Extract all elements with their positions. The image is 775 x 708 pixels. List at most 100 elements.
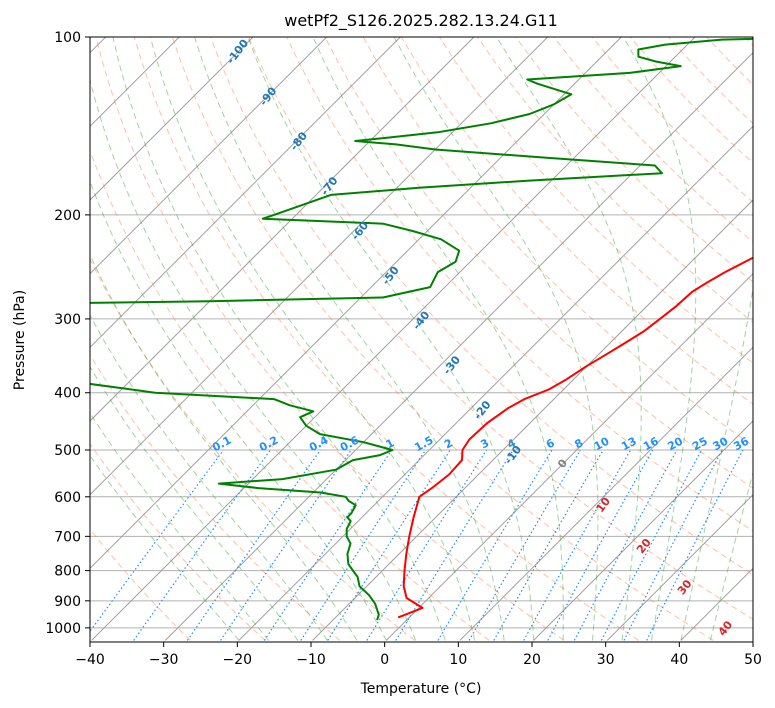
isotherm-line bbox=[606, 493, 753, 641]
y-tick-label: 700 bbox=[54, 529, 81, 545]
mixing-ratio-line bbox=[547, 449, 654, 641]
x-axis-label: Temperature (°C) bbox=[360, 681, 482, 697]
mixing-ratio-label: 20 bbox=[665, 434, 685, 453]
mixing-ratio-line bbox=[523, 449, 632, 641]
dry-adiabat-line bbox=[90, 257, 415, 641]
moist-adiabat-line bbox=[90, 365, 299, 641]
adiabat-label: -30 bbox=[441, 353, 464, 377]
x-tick-label: 30 bbox=[597, 652, 615, 668]
mixing-ratio-line bbox=[395, 449, 514, 641]
isotherm-line bbox=[90, 37, 328, 275]
adiabat-label: -100 bbox=[224, 37, 251, 67]
isotherm-line bbox=[459, 346, 753, 641]
mixing-ratio-line bbox=[366, 449, 488, 641]
x-tick-label: −10 bbox=[296, 652, 326, 668]
dry-adiabat-line bbox=[90, 442, 266, 641]
y-tick-label: 400 bbox=[54, 386, 81, 402]
axes: −40 −30 −20 −10 0 10 20 30 40 50 100 200 300 400 500 60… bbox=[45, 30, 762, 668]
plot-frame bbox=[89, 36, 754, 643]
moist-adiabat-line bbox=[393, 37, 599, 641]
mixing-ratio-line bbox=[493, 449, 604, 641]
mixing-ratio-label: 3 bbox=[478, 436, 491, 451]
dry-adiabat-line bbox=[515, 37, 753, 283]
adiabat-label: -20 bbox=[471, 398, 494, 422]
mixing-ratio-line bbox=[90, 449, 224, 633]
dry-adiabat-line bbox=[90, 353, 341, 641]
x-tick-label: 0 bbox=[380, 652, 389, 668]
y-tick-label: 1000 bbox=[45, 621, 81, 637]
y-tick-label: 200 bbox=[54, 208, 81, 224]
mixing-ratio-line bbox=[573, 449, 678, 641]
data-series bbox=[90, 37, 753, 621]
dry-adiabat-line bbox=[95, 37, 565, 641]
dry-adiabat-line bbox=[90, 149, 490, 641]
mixing-ratio-label: 1.5 bbox=[412, 434, 435, 455]
mixing-ratio-line bbox=[327, 449, 451, 641]
isotherm-line bbox=[238, 125, 753, 641]
moist-adiabat-line bbox=[622, 37, 697, 641]
x-tick-label: 10 bbox=[449, 652, 467, 668]
dry-adiabat-line bbox=[362, 37, 753, 447]
mixing-ratio-line bbox=[186, 449, 321, 641]
x-tick-label: −40 bbox=[75, 652, 105, 668]
x-tick-label: 40 bbox=[670, 652, 688, 668]
mixing-ratio-label: 30 bbox=[711, 434, 731, 453]
y-tick-label: 600 bbox=[54, 490, 81, 506]
mixing-ratio-label: 36 bbox=[731, 434, 751, 453]
isotherm-line bbox=[90, 37, 475, 422]
temperature-line bbox=[397, 256, 753, 619]
moist-adiabat-line bbox=[90, 412, 269, 641]
dry-adiabat-line bbox=[706, 37, 753, 86]
x-tick-label: −20 bbox=[223, 652, 253, 668]
mixing-ratio-label: 16 bbox=[641, 434, 661, 453]
moist-adiabat-line bbox=[247, 37, 535, 641]
mixing-ratio-label: 2 bbox=[442, 436, 455, 451]
dry-adiabat-line bbox=[438, 37, 753, 364]
isotherm-line bbox=[90, 37, 254, 201]
dry-adiabat-line bbox=[248, 37, 753, 576]
y-tick-label: 500 bbox=[54, 443, 81, 459]
mixing-ratio-label: 0.1 bbox=[210, 434, 233, 455]
moist-adiabat-line bbox=[312, 37, 564, 641]
dry-adiabat-line bbox=[477, 37, 753, 323]
adiabat-label: 40 bbox=[716, 618, 736, 638]
mixing-ratio-label: 10 bbox=[592, 434, 612, 453]
dry-adiabat-line bbox=[744, 37, 753, 47]
moist-adiabat-line bbox=[90, 454, 240, 641]
adiabat-label: 10 bbox=[593, 495, 613, 515]
mixing-ratio-label: 0.6 bbox=[338, 433, 362, 454]
y-tick-label: 100 bbox=[54, 30, 81, 46]
moist-adiabat-line bbox=[194, 37, 505, 641]
mixing-ratio-line bbox=[623, 449, 723, 641]
mixing-ratio-label: 0.4 bbox=[307, 433, 331, 454]
isotherm-line bbox=[164, 51, 753, 641]
isotherm-line bbox=[385, 272, 753, 641]
isotherm-line bbox=[755, 37, 775, 640]
isotherm-line bbox=[680, 567, 753, 641]
dry-adiabat-line bbox=[133, 37, 639, 641]
mixing-ratio-line bbox=[437, 449, 553, 641]
dry-adiabat-line bbox=[553, 37, 753, 243]
moist-adiabat-line bbox=[680, 284, 753, 641]
mixing-ratio-line bbox=[468, 449, 582, 641]
adiabat-label: -50 bbox=[379, 264, 402, 288]
dry-adiabat-line bbox=[210, 37, 753, 620]
dry-adiabat-line bbox=[171, 37, 714, 641]
x-tick-label: −30 bbox=[149, 652, 179, 668]
moist-adiabat-line bbox=[90, 253, 358, 641]
moist-adiabat-line bbox=[112, 37, 446, 641]
dry-adiabat-line bbox=[591, 37, 753, 203]
moist-adiabat-line bbox=[496, 37, 642, 641]
background-lines bbox=[90, 37, 775, 641]
y-tick-label: 300 bbox=[54, 312, 81, 328]
isotherm-line bbox=[533, 420, 753, 641]
isotherm-line bbox=[91, 37, 696, 641]
isotherm-line bbox=[90, 37, 622, 570]
mixing-ratio-line bbox=[263, 449, 393, 641]
y-axis-label: Pressure (hPa) bbox=[12, 290, 28, 390]
isotherm-line bbox=[90, 37, 549, 496]
mixing-ratio-label: 13 bbox=[619, 435, 639, 454]
mixing-ratio-line bbox=[646, 449, 744, 641]
chart-title: wetPf2_S126.2025.282.13.24.G11 bbox=[284, 11, 558, 31]
